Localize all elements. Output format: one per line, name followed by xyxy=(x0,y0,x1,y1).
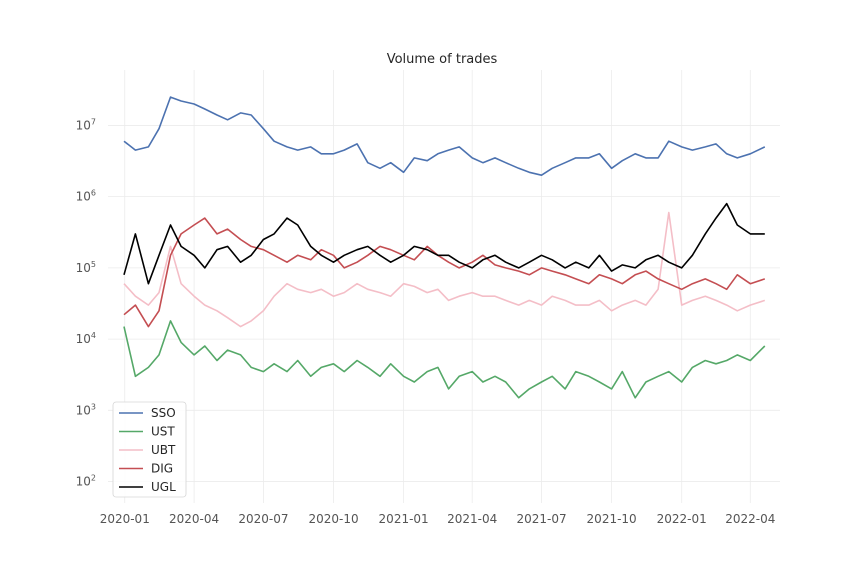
x-tick-label: 2021-01 xyxy=(379,512,429,526)
y-tick-label: 102 xyxy=(76,474,96,489)
x-tick-label: 2022-04 xyxy=(725,512,775,526)
legend-box xyxy=(112,401,187,498)
x-tick-label: 2020-04 xyxy=(169,512,219,526)
series-line-ubt xyxy=(123,211,766,328)
chart-title: Volume of trades xyxy=(387,52,498,67)
y-axis-ticks: 102 103 104 105 106 107 xyxy=(76,117,96,488)
legend-label-ubt: UBT xyxy=(151,443,176,457)
series-line-ust xyxy=(123,320,766,399)
y-tick-label: 106 xyxy=(76,189,96,204)
x-tick-label: 2020-01 xyxy=(100,512,150,526)
legend: SSO UST UBT DIG UGL xyxy=(112,401,187,498)
x-tick-label: 2021-07 xyxy=(516,512,566,526)
y-tick-label: 107 xyxy=(76,117,96,132)
x-tick-label: 2020-07 xyxy=(238,512,288,526)
legend-label-ust: UST xyxy=(151,425,175,439)
series-line-dig xyxy=(123,217,766,328)
series-lines xyxy=(123,96,766,399)
y-tick-label: 103 xyxy=(76,402,96,417)
y-tick-label: 105 xyxy=(76,260,96,275)
x-tick-label: 2021-10 xyxy=(587,512,637,526)
series-line-sso xyxy=(123,96,766,176)
x-tick-label: 2021-04 xyxy=(447,512,497,526)
legend-label-dig: DIG xyxy=(151,462,173,476)
x-tick-label: 2020-10 xyxy=(308,512,358,526)
series-line-ugl xyxy=(123,202,765,285)
legend-label-sso: SSO xyxy=(151,406,176,420)
legend-label-ugl: UGL xyxy=(151,480,176,494)
y-tick-label: 104 xyxy=(76,331,96,346)
x-axis-ticks: 2020-01 2020-04 2020-07 2020-10 2021-01 2021-… xyxy=(100,512,776,526)
grid-lines xyxy=(108,70,780,503)
x-tick-label: 2022-01 xyxy=(657,512,707,526)
